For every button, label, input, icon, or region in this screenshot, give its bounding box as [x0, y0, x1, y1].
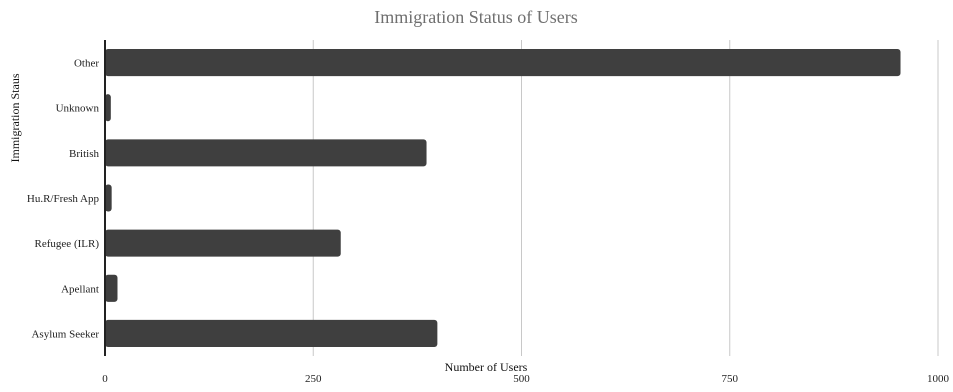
x-tick-label-3: 750	[722, 373, 739, 385]
bar-1	[105, 94, 111, 122]
bar-5	[105, 274, 118, 302]
category-label-3: Hu.R/Fresh App	[27, 193, 100, 205]
chart-title: Immigration Status of Users	[374, 7, 577, 27]
y-axis-title: Immigration Staus	[8, 73, 22, 162]
x-tick-label-4: 1000	[927, 373, 950, 385]
bar-6	[105, 319, 438, 347]
category-label-2: British	[69, 148, 99, 160]
x-tick-label-2: 500	[513, 373, 530, 385]
category-label-6: Asylum Seeker	[31, 328, 99, 340]
category-labels: Other Unknown British Hu.R/Fresh App Refugee…	[27, 58, 100, 341]
x-axis-title: Number of Users	[445, 360, 528, 374]
category-label-0: Other	[74, 58, 99, 70]
x-tick-label-0: 0	[102, 373, 108, 385]
category-label-4: Refugee (ILR)	[35, 238, 100, 250]
gridlines	[312, 40, 939, 356]
x-tick-labels: 0 250 500 750 1000	[102, 373, 949, 385]
x-tick-label-1: 250	[305, 373, 322, 385]
bar-4	[105, 229, 341, 257]
bar-2	[105, 139, 427, 167]
category-label-5: Apellant	[61, 283, 99, 295]
bar-3	[105, 184, 112, 212]
bars	[105, 49, 901, 347]
category-label-1: Unknown	[56, 103, 100, 115]
bar-0	[105, 49, 901, 77]
